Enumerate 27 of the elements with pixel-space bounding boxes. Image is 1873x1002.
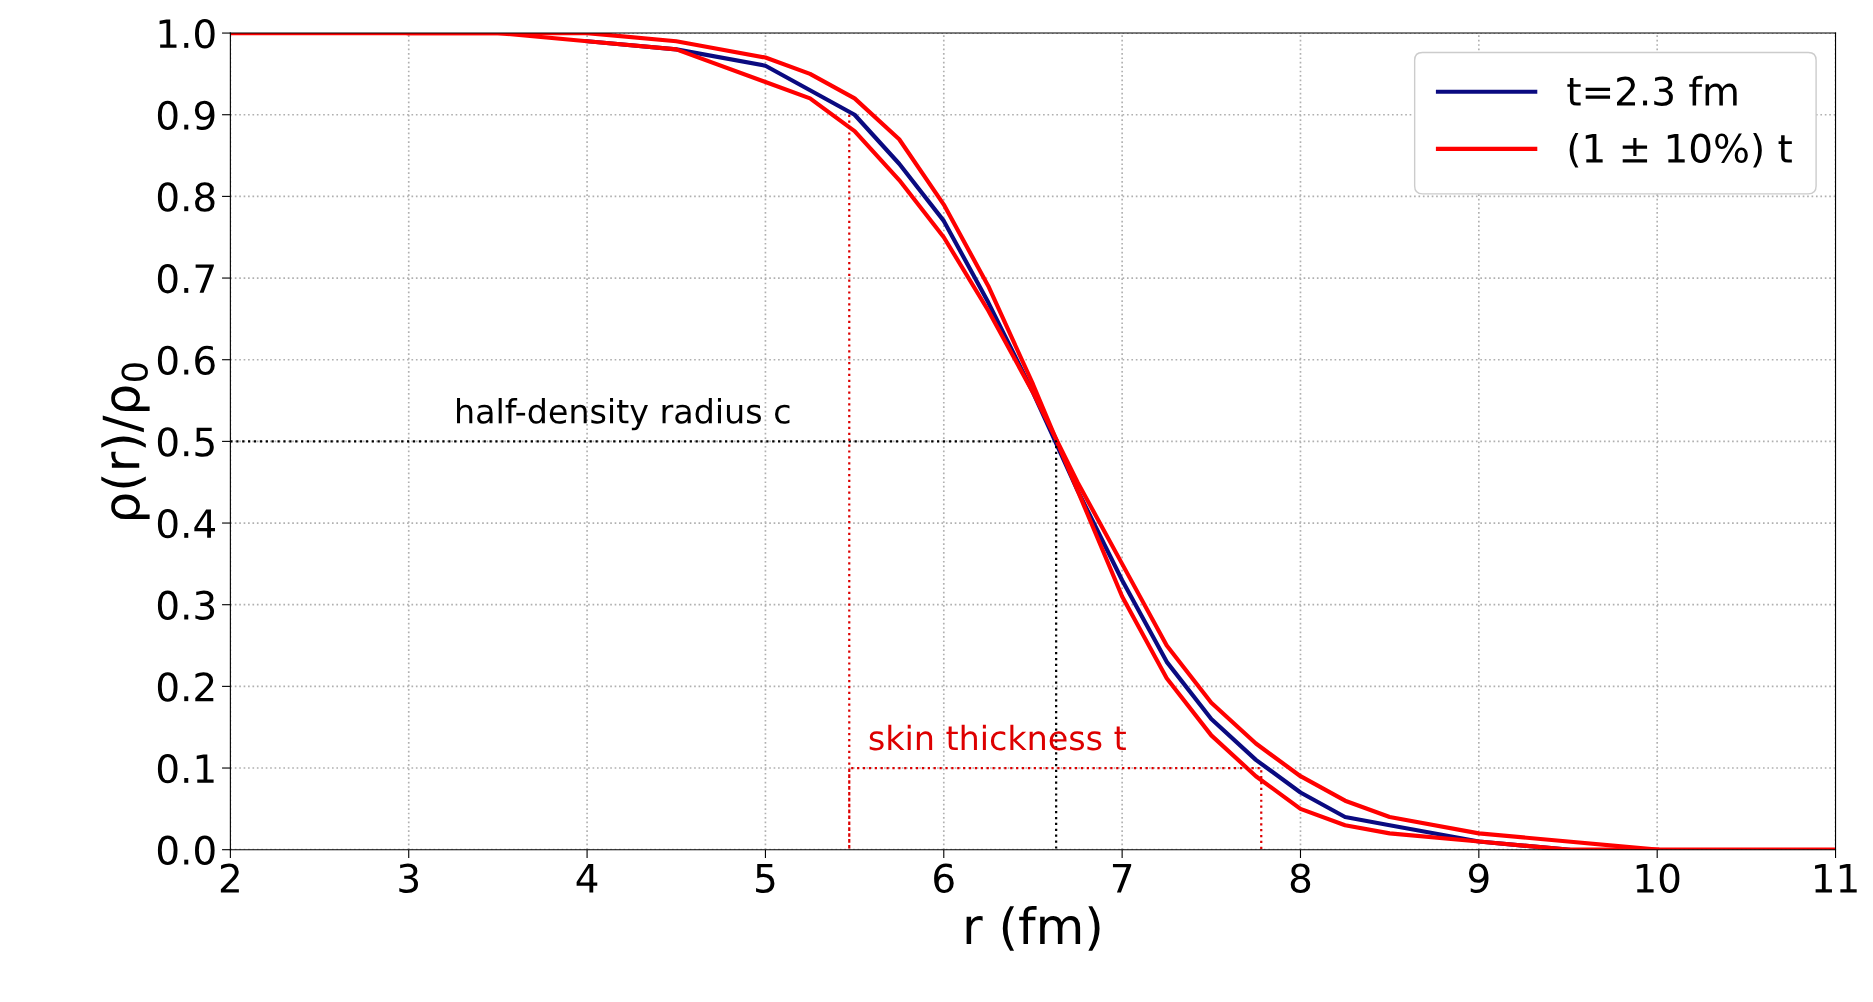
y-tick-label: 0.9 (157, 100, 215, 131)
x-tick-label: 11 (1815, 864, 1857, 893)
x-tick-label: 6 (934, 863, 954, 893)
x-tick-label: 4 (576, 864, 598, 893)
annotation: half-density radius c (457, 398, 790, 431)
legend-label: (1 ± 10%) t (1569, 132, 1792, 168)
y-tick-label: 0.8 (157, 182, 215, 212)
y-tick-label: 1.0 (159, 18, 215, 49)
x-tick-label: 7 (1112, 864, 1132, 893)
y-tick-label: 0.6 (157, 345, 215, 376)
x-tick-label: 9 (1468, 863, 1489, 893)
y-tick-label: 0.0 (157, 835, 215, 866)
y-tick-label: 0.7 (157, 263, 214, 294)
y-axis-title: ρ(r)/ρ$_{0}$ (101, 363, 150, 520)
y-tick-label: 0.1 (157, 753, 214, 784)
legend-label: t=2.3 fm (1567, 75, 1737, 106)
x-tick-label: 5 (756, 864, 775, 893)
y-tick-label: 0.5 (157, 427, 214, 457)
annotation: skin thickness t (869, 724, 1126, 751)
x-tick-label: 10 (1636, 863, 1680, 893)
x-tick-label: 2 (220, 863, 239, 893)
x-tick-label: 8 (1290, 863, 1311, 893)
y-tick-label: 0.4 (157, 508, 215, 539)
x-axis-title: r (fm) (966, 906, 1100, 951)
y-tick-label: 0.2 (157, 672, 214, 702)
y-tick-label: 0.3 (157, 590, 215, 621)
x-tick-label: 3 (399, 863, 418, 893)
